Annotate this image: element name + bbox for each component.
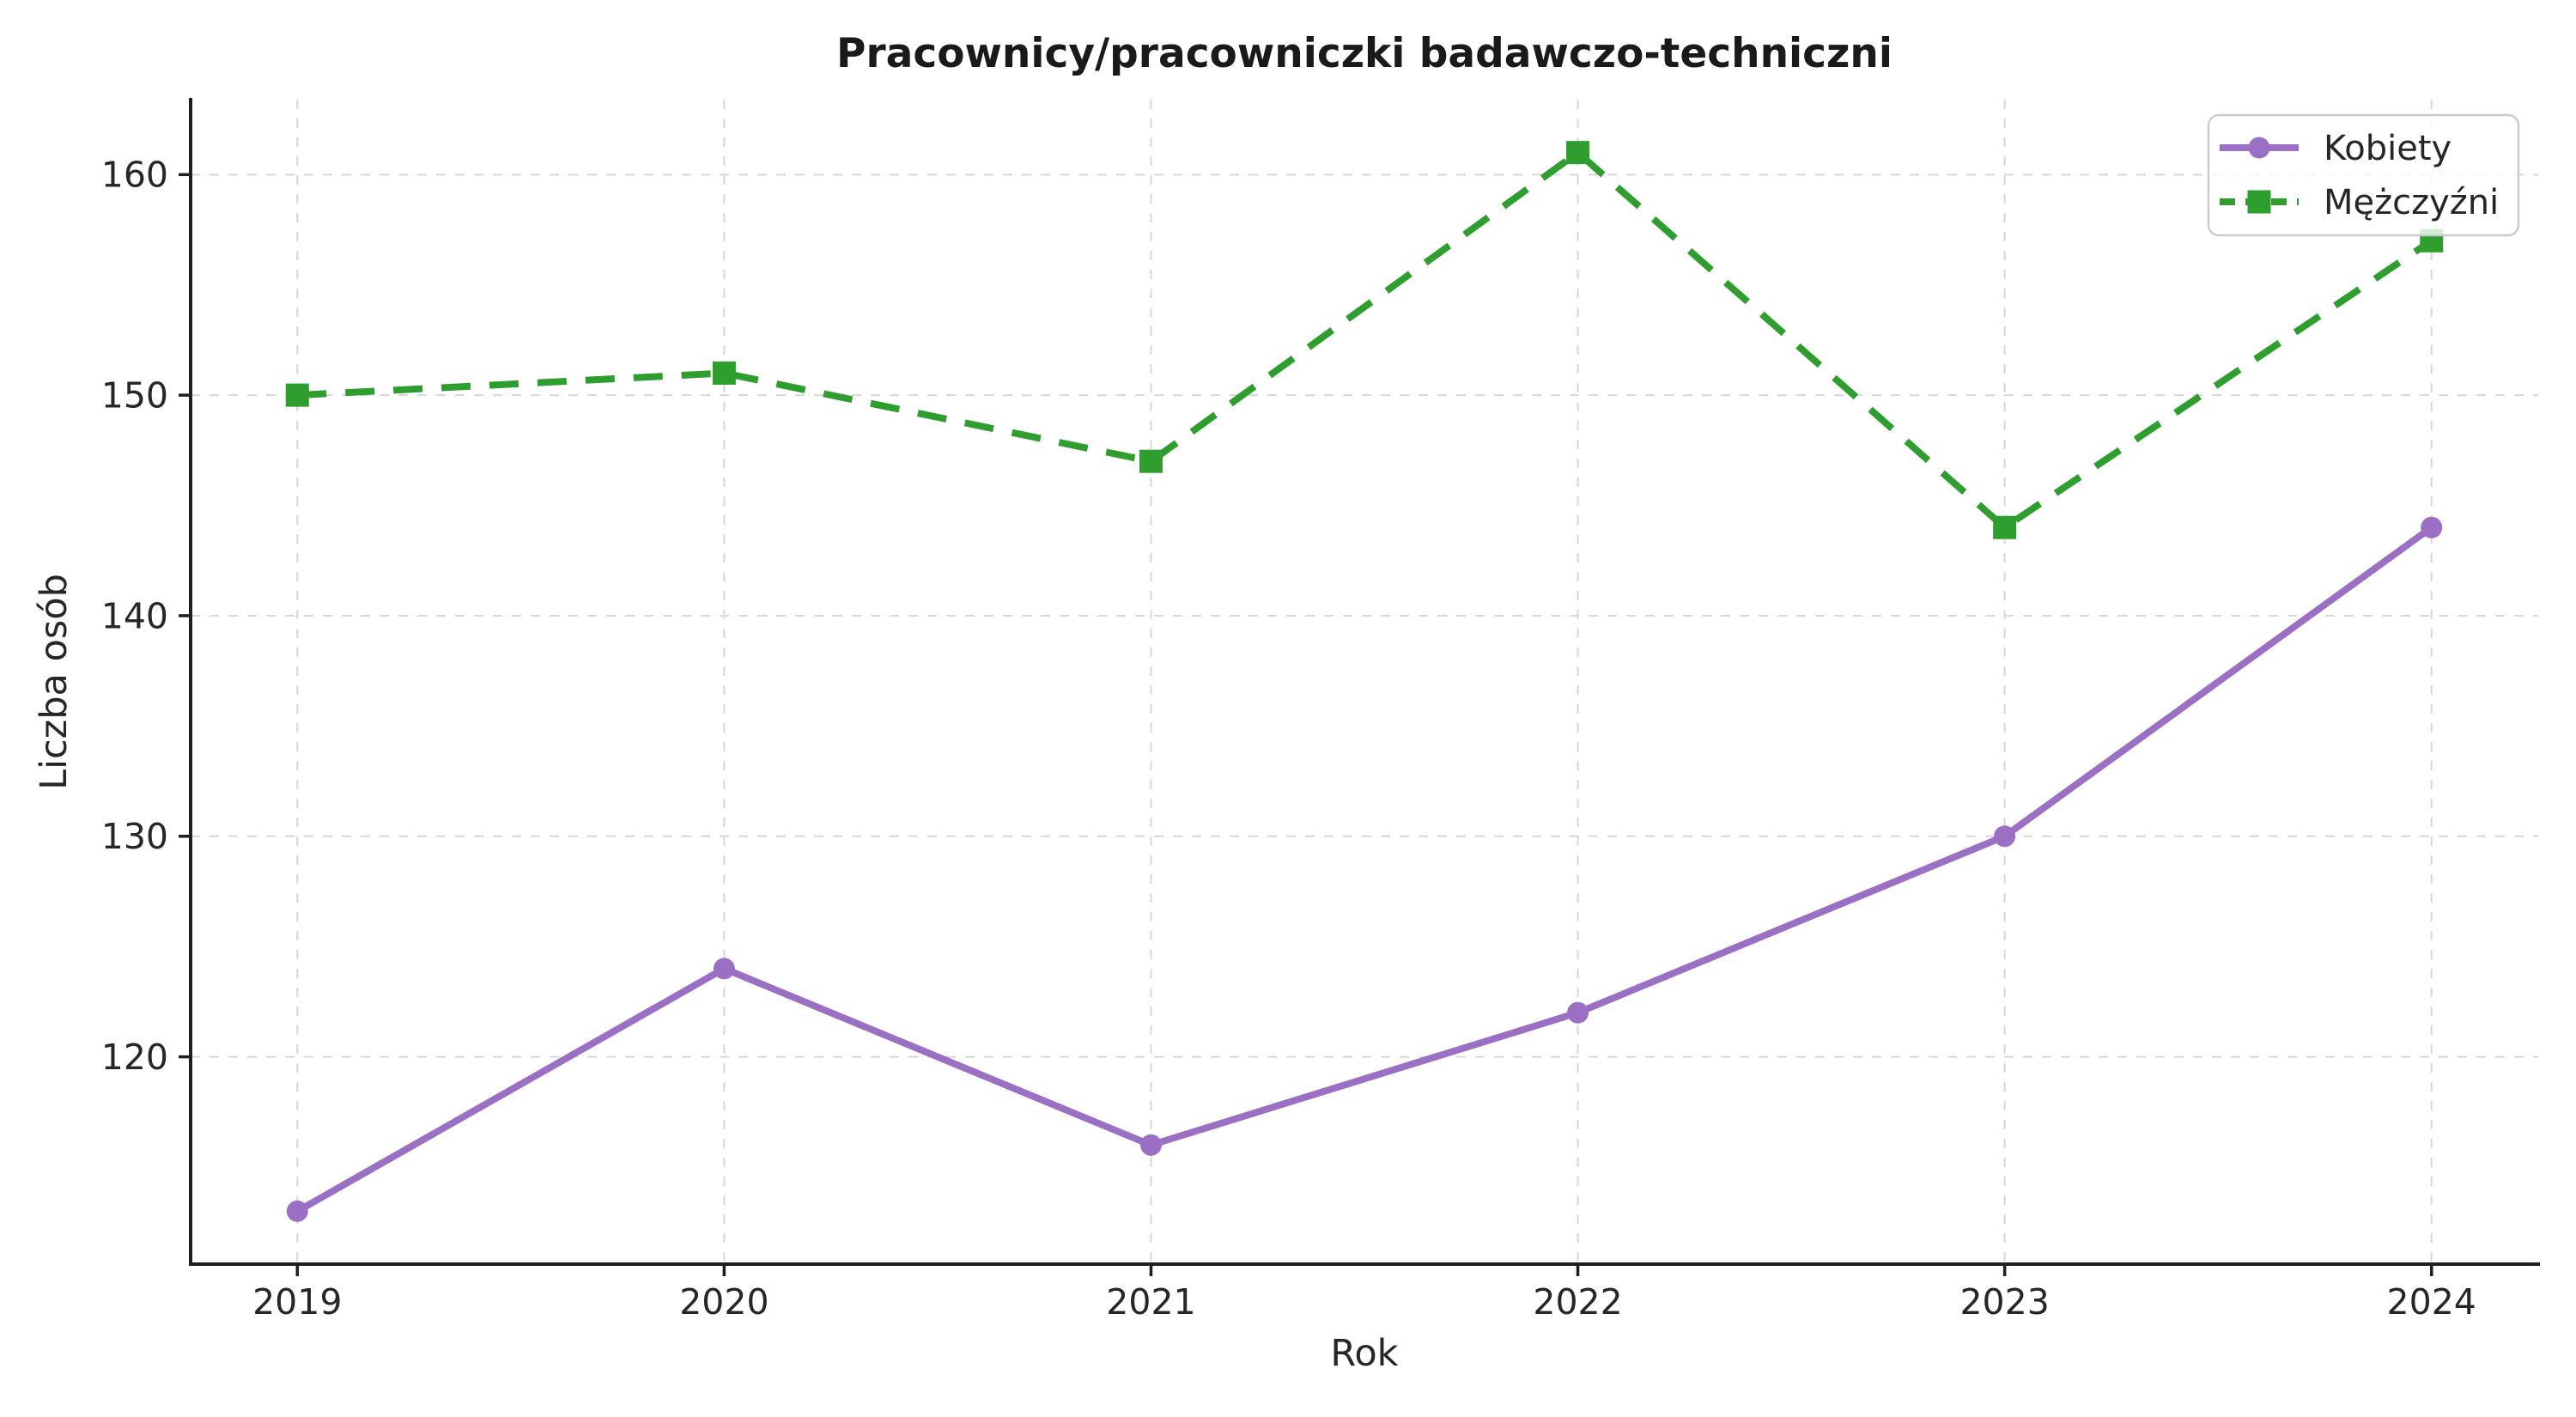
series-line-1 [297,149,2433,532]
data-point-marker [286,1200,308,1222]
x-tick-label: 2020 [679,1281,769,1323]
chart-title: Pracownicy/pracowniczki badawczo-technic… [836,30,1893,77]
x-tick-label: 2024 [2387,1281,2476,1323]
data-point-marker [2421,516,2443,538]
x-tick-label: 2023 [1959,1281,2049,1323]
legend: Kobiety Mężczyźni [2207,113,2520,237]
data-point-marker [1566,141,1590,165]
data-point-marker [285,383,309,407]
x-tick-label: 2021 [1106,1281,1195,1323]
data-point-marker [1993,515,2017,539]
data-point-marker [713,958,735,980]
data-point-marker [1994,825,2016,848]
data-point-marker [712,361,736,385]
y-tick-label: 160 [101,155,168,196]
y-axis-label: Liczba osób [33,574,76,790]
x-tick-label: 2022 [1533,1281,1622,1323]
y-tick-label: 140 [101,595,168,636]
legend-label-kobiety: Kobiety [2324,129,2451,168]
data-point-marker [1139,1134,1162,1156]
x-axis-label: Rok [1330,1332,1398,1375]
series-lines [285,141,2444,1222]
legend-square-marker-icon [2247,190,2271,214]
series-line-0 [294,524,2435,1215]
y-tick-label: 150 [101,374,168,416]
y-tick-label: 130 [101,816,168,857]
legend-label-mezczyzni: Mężczyźni [2324,183,2499,222]
legend-circle-marker-icon [2248,137,2270,159]
gridlines [191,100,2538,1264]
axes: 2019 2020 2021 2022 2023 2024 120 130 140 150 160 [101,98,2540,1323]
data-point-marker [1139,449,1163,473]
y-tick-label: 120 [101,1037,168,1078]
x-tick-label: 2019 [252,1281,342,1323]
data-point-marker [1567,1001,1589,1024]
